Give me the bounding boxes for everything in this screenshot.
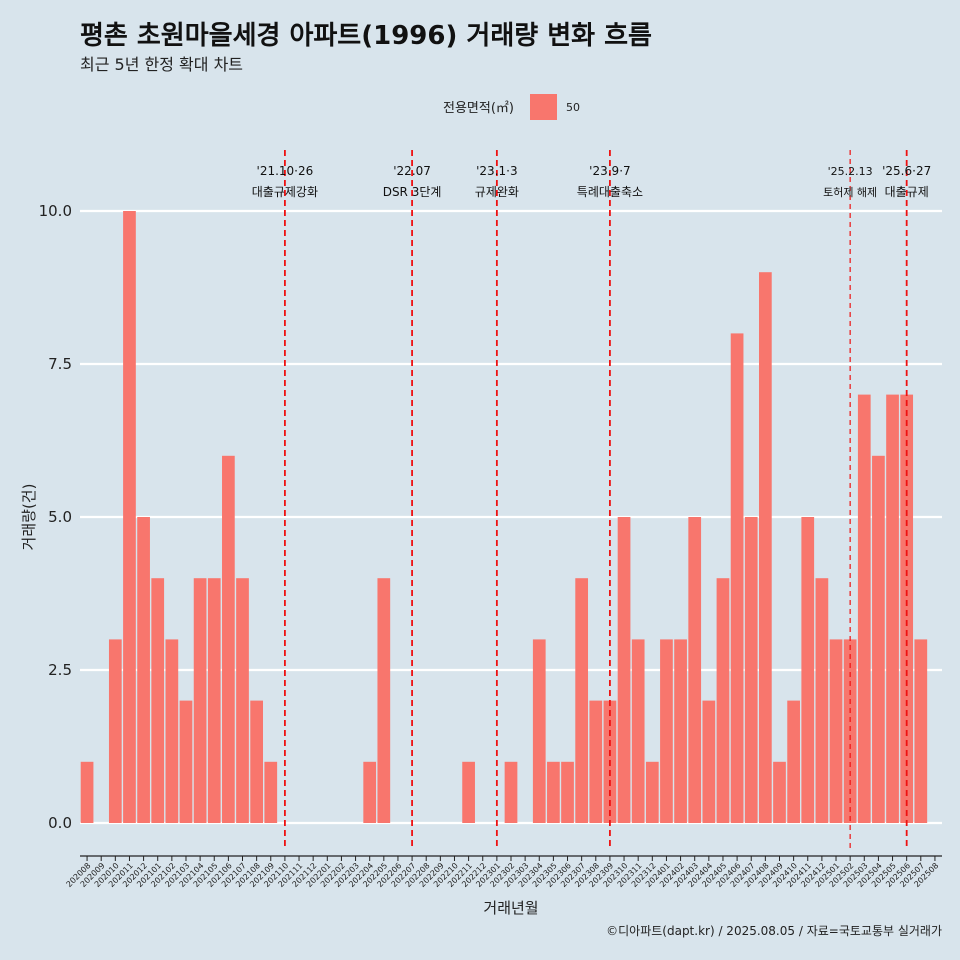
y-tick-label: 10.0 bbox=[39, 202, 72, 220]
x-axis: 2020082020092020102020112020122021012021… bbox=[65, 855, 942, 889]
bar bbox=[631, 639, 645, 823]
y-tick-label: 2.5 bbox=[48, 661, 72, 679]
bar bbox=[532, 639, 546, 823]
bar bbox=[645, 761, 659, 823]
bar bbox=[857, 394, 871, 823]
y-tick-label: 0.0 bbox=[48, 814, 72, 832]
bar bbox=[193, 578, 207, 823]
bar bbox=[504, 761, 518, 823]
bar bbox=[801, 517, 815, 823]
legend: 전용면적(㎡) 50 bbox=[443, 94, 580, 120]
bar bbox=[773, 761, 786, 823]
bar bbox=[179, 700, 193, 823]
bar bbox=[250, 700, 263, 823]
y-tick-label: 5.0 bbox=[48, 508, 72, 526]
bar bbox=[165, 639, 179, 823]
annotation-label: 특례대출축소 bbox=[577, 185, 643, 199]
bar bbox=[561, 761, 574, 823]
annotation-date: '23.1·3 bbox=[476, 164, 517, 178]
bar bbox=[702, 700, 716, 823]
bar bbox=[716, 578, 730, 823]
bar bbox=[674, 639, 687, 823]
chart-subtitle: 최근 5년 한정 확대 차트 bbox=[80, 55, 243, 74]
y-axis-ticks: 0.0 2.5 5.0 7.5 10.0 bbox=[39, 202, 72, 832]
bar bbox=[744, 517, 758, 823]
y-axis-title: 거래량(건) bbox=[20, 484, 38, 551]
legend-title: 전용면적(㎡) bbox=[443, 101, 514, 116]
annotation-date: '21.10·26 bbox=[257, 164, 314, 178]
bar bbox=[759, 272, 772, 823]
bar bbox=[900, 394, 914, 823]
chart-title: 평촌 초원마을세경 아파트(1996) 거래량 변화 흐름 bbox=[80, 21, 652, 51]
bar bbox=[207, 578, 221, 823]
bar bbox=[377, 578, 391, 823]
bars bbox=[80, 211, 928, 823]
legend-swatch bbox=[530, 94, 557, 120]
bar bbox=[222, 455, 235, 823]
y-tick-label: 7.5 bbox=[48, 355, 72, 373]
bar bbox=[236, 578, 249, 823]
bar bbox=[688, 517, 702, 823]
annotation-date: '25.2.13 bbox=[828, 165, 873, 178]
bar bbox=[589, 700, 603, 823]
bar bbox=[914, 639, 928, 823]
bar bbox=[617, 517, 631, 823]
bar bbox=[123, 211, 136, 823]
annotation-label: 토허제 해제 bbox=[823, 185, 877, 199]
annotation-label: 대출규제 bbox=[885, 185, 929, 199]
bar bbox=[462, 761, 475, 823]
bar bbox=[815, 578, 829, 823]
caption: ©디아파트(dapt.kr) / 2025.08.05 / 자료=국토교통부 실… bbox=[606, 924, 942, 938]
annotation-label: DSR 3단계 bbox=[383, 185, 442, 199]
bar bbox=[264, 761, 278, 823]
annotation-date: '22.07 bbox=[393, 164, 431, 178]
bar bbox=[660, 639, 673, 823]
bar bbox=[547, 761, 560, 823]
legend-label: 50 bbox=[566, 101, 580, 114]
bar bbox=[843, 639, 857, 823]
bar bbox=[872, 455, 885, 823]
bar bbox=[137, 517, 150, 823]
annotation-label: 규제완화 bbox=[475, 185, 519, 199]
bar bbox=[80, 761, 94, 823]
bar bbox=[829, 639, 843, 823]
bar bbox=[787, 700, 800, 823]
bar bbox=[363, 761, 377, 823]
bar bbox=[886, 394, 899, 823]
annotation-date: '23.9·7 bbox=[589, 164, 630, 178]
bar bbox=[151, 578, 165, 823]
bar bbox=[108, 639, 122, 823]
bar bbox=[575, 578, 589, 823]
bar bbox=[730, 333, 744, 823]
annotation-label: 대출규제강화 bbox=[252, 185, 318, 199]
x-axis-title: 거래년월 bbox=[483, 899, 538, 917]
annotations: '21.10·26 대출규제강화 '22.07 DSR 3단계 '23.1·3 규제완화 '… bbox=[252, 150, 931, 850]
annotation-date: '25.6·27 bbox=[882, 164, 931, 178]
